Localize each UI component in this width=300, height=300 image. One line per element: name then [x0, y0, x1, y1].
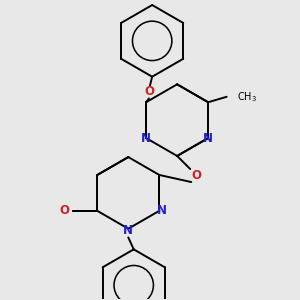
Text: CH$_3$: CH$_3$: [238, 90, 257, 104]
Text: N: N: [141, 132, 151, 145]
Text: N: N: [203, 132, 213, 145]
Text: O: O: [192, 169, 202, 182]
Text: O: O: [144, 85, 154, 98]
Text: N: N: [123, 224, 133, 237]
Text: N: N: [157, 204, 166, 217]
Text: O: O: [60, 204, 70, 217]
